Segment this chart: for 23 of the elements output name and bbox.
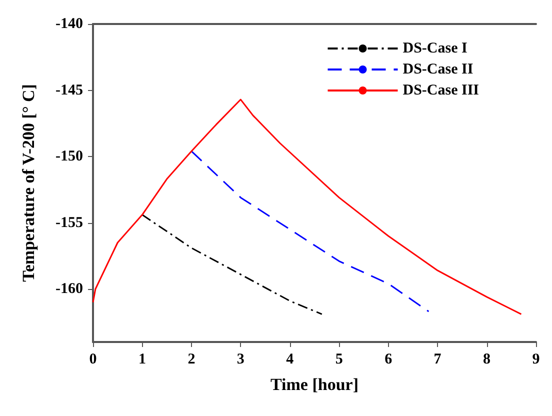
legend-label: DS-Case III [402, 82, 480, 98]
x-tick-label: 3 [236, 352, 244, 368]
y-tick-label: -155 [56, 214, 83, 231]
line-series [190, 150, 430, 312]
x-tick-label: 4 [286, 352, 294, 368]
x-tick-label: 6 [384, 352, 393, 368]
x-tick-label: 0 [89, 352, 97, 368]
line-series [141, 214, 323, 315]
x-tick-label: 7 [434, 352, 442, 368]
y-tick-label: -160 [56, 281, 83, 297]
x-axis-title: Time [hour] [270, 375, 358, 394]
x-tick-label: 8 [483, 352, 491, 368]
legend-label: DS-Case II [402, 62, 474, 78]
y-tick-label: -150 [56, 148, 83, 164]
y-tick-label: -145 [56, 82, 83, 98]
x-tick-label: 2 [188, 352, 196, 368]
line-series [92, 98, 522, 315]
legend-label: DS-Case I [402, 40, 468, 56]
y-axis-title: Temperature of V-200 [° C] [19, 84, 38, 282]
x-tick-label: 1 [138, 352, 146, 368]
y-tick-label: -140 [56, 16, 83, 32]
x-tick-label: 5 [335, 352, 343, 368]
x-tick-label: 9 [532, 352, 540, 368]
